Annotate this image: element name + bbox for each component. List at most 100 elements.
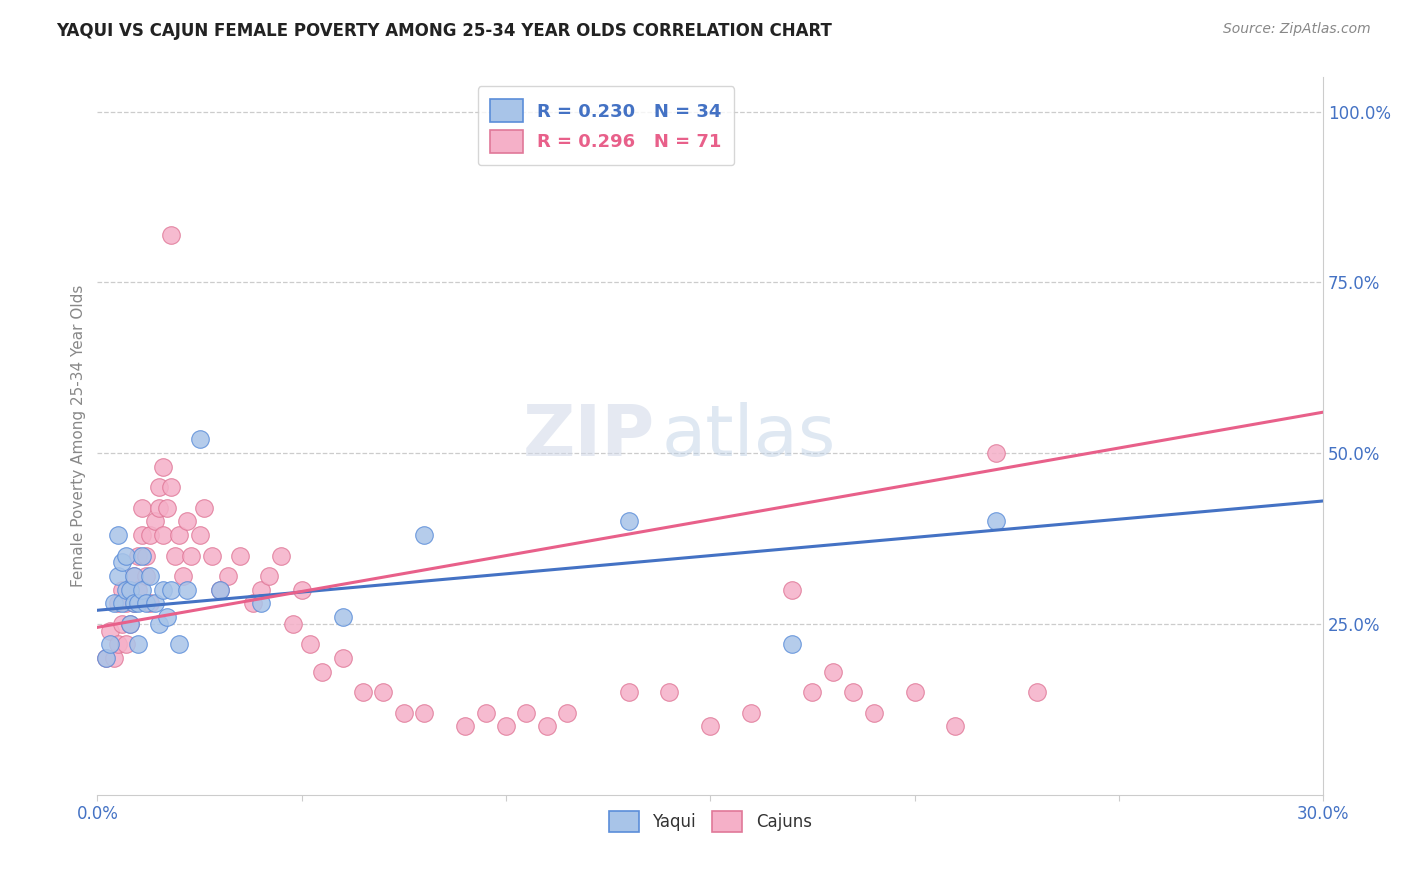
Point (98, 637, 121, 651)
Point (801, 685, 824, 699)
Point (821, 665, 844, 679)
Point (298, 637, 321, 651)
Point (98, 624, 121, 638)
Point (270, 549, 292, 563)
Point (986, 515, 1008, 529)
Point (160, 582, 183, 597)
Point (167, 528, 190, 542)
Point (495, 719, 517, 733)
Point (332, 610, 354, 624)
Point (699, 719, 721, 733)
Point (217, 569, 239, 583)
Point (156, 500, 179, 515)
Point (118, 582, 141, 597)
Point (127, 582, 149, 597)
Point (413, 706, 436, 720)
Point (474, 706, 496, 720)
Point (163, 549, 186, 563)
Point (193, 500, 215, 515)
Point (160, 480, 183, 494)
Point (373, 685, 395, 699)
Point (188, 528, 211, 542)
Point (111, 616, 134, 631)
Point (111, 596, 134, 610)
Point (257, 569, 280, 583)
Point (176, 582, 198, 597)
Point (249, 582, 271, 597)
Point (515, 706, 537, 720)
Point (131, 549, 153, 563)
Point (122, 569, 145, 583)
Point (115, 637, 138, 651)
Point (118, 616, 141, 631)
Point (249, 596, 271, 610)
Point (122, 596, 145, 610)
Point (94, 651, 117, 665)
Point (152, 528, 174, 542)
Y-axis label: Female Poverty Among 25-34 Year Olds: Female Poverty Among 25-34 Year Olds (72, 285, 86, 587)
Point (392, 706, 415, 720)
Point (1026, 685, 1049, 699)
Point (172, 569, 194, 583)
Point (152, 582, 174, 597)
Point (903, 685, 925, 699)
Point (115, 549, 138, 563)
Point (413, 528, 436, 542)
Point (352, 685, 374, 699)
Point (188, 433, 211, 447)
Point (143, 596, 166, 610)
Point (107, 637, 129, 651)
Point (780, 637, 803, 651)
Point (167, 637, 190, 651)
Point (143, 515, 166, 529)
Point (131, 500, 153, 515)
Point (617, 685, 640, 699)
Point (842, 685, 865, 699)
Text: Source: ZipAtlas.com: Source: ZipAtlas.com (1223, 22, 1371, 37)
Point (107, 569, 129, 583)
Text: YAQUI VS CAJUN FEMALE POVERTY AMONG 25-34 YEAR OLDS CORRELATION CHART: YAQUI VS CAJUN FEMALE POVERTY AMONG 25-3… (56, 22, 832, 40)
Point (118, 582, 141, 597)
Point (94, 651, 117, 665)
Point (148, 616, 170, 631)
Point (107, 596, 129, 610)
Point (780, 582, 803, 597)
Point (617, 515, 640, 529)
Legend: Yaqui, Cajuns: Yaqui, Cajuns (598, 799, 824, 844)
Point (176, 515, 198, 529)
Text: atlas: atlas (661, 401, 835, 471)
Point (111, 556, 134, 570)
Point (152, 459, 174, 474)
Point (135, 569, 157, 583)
Point (332, 651, 354, 665)
Point (555, 706, 578, 720)
Point (180, 549, 202, 563)
Point (148, 500, 170, 515)
Point (201, 549, 224, 563)
Point (291, 582, 314, 597)
Point (311, 665, 333, 679)
Point (156, 610, 179, 624)
Point (160, 227, 183, 242)
Point (122, 596, 145, 610)
Point (127, 549, 149, 563)
Point (115, 596, 138, 610)
Point (139, 528, 162, 542)
Point (986, 446, 1008, 460)
Point (103, 596, 125, 610)
Point (148, 480, 170, 494)
Point (740, 706, 762, 720)
Point (242, 596, 264, 610)
Point (135, 596, 157, 610)
Point (945, 719, 967, 733)
Point (139, 596, 162, 610)
Point (115, 582, 138, 597)
Point (536, 719, 558, 733)
Point (454, 719, 477, 733)
Point (862, 706, 884, 720)
Point (139, 569, 162, 583)
Point (131, 528, 153, 542)
Text: ZIP: ZIP (523, 401, 655, 471)
Point (127, 596, 149, 610)
Point (229, 549, 252, 563)
